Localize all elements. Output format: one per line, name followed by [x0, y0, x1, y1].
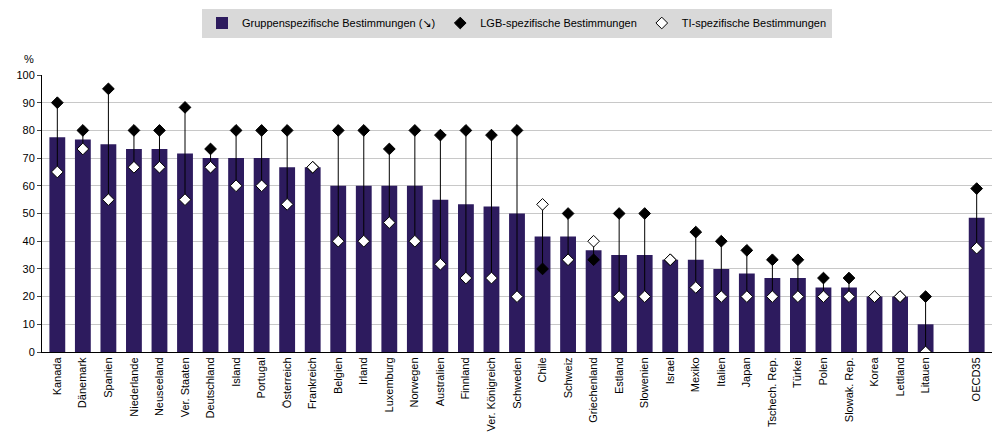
svg-text:Frankreich: Frankreich	[306, 357, 318, 409]
svg-text:Niederlande: Niederlande	[128, 357, 140, 416]
svg-text:TI-spezifische Bestimmungen: TI-spezifische Bestimmungen	[682, 17, 826, 29]
svg-text:20: 20	[23, 290, 35, 302]
svg-text:Island: Island	[230, 357, 242, 386]
svg-text:Japan: Japan	[740, 357, 752, 387]
svg-text:Norwegen: Norwegen	[408, 357, 420, 407]
svg-text:40: 40	[23, 235, 35, 247]
svg-text:80: 80	[23, 124, 35, 136]
svg-text:Ver. Staaten: Ver. Staaten	[179, 357, 191, 417]
svg-text:Deutschland: Deutschland	[204, 357, 216, 418]
svg-text:90: 90	[23, 97, 35, 109]
svg-text:Türkei: Türkei	[791, 357, 803, 388]
svg-text:Estland: Estland	[613, 357, 625, 394]
svg-text:Portugal: Portugal	[255, 357, 267, 398]
svg-text:Korea: Korea	[868, 357, 880, 387]
svg-text:Spanien: Spanien	[102, 357, 114, 397]
svg-text:Gruppenspezifische Bestimmunge: Gruppenspezifische Bestimmungen (↘)	[242, 17, 435, 29]
svg-text:Mexiko: Mexiko	[689, 357, 701, 392]
svg-text:Schweiz: Schweiz	[562, 357, 574, 398]
svg-text:Griechenland: Griechenland	[587, 357, 599, 422]
svg-text:Schweden: Schweden	[511, 357, 523, 408]
svg-text:10: 10	[23, 318, 35, 330]
svg-text:Litauen: Litauen	[919, 357, 931, 393]
svg-text:Chile: Chile	[536, 357, 548, 382]
svg-text:Dänemark: Dänemark	[76, 357, 88, 408]
svg-text:Israel: Israel	[664, 357, 676, 384]
svg-text:Österreich: Österreich	[281, 357, 293, 408]
svg-text:OECD35: OECD35	[970, 357, 982, 401]
svg-text:LGB-spezifische Bestimmungen: LGB-spezifische Bestimmungen	[480, 17, 637, 29]
svg-text:Polen: Polen	[817, 357, 829, 385]
svg-text:Finnland: Finnland	[459, 357, 471, 399]
svg-text:30: 30	[23, 263, 35, 275]
svg-text:Belgien: Belgien	[332, 357, 344, 394]
svg-text:70: 70	[23, 152, 35, 164]
svg-text:50: 50	[23, 207, 35, 219]
svg-text:Kanada: Kanada	[51, 357, 63, 396]
svg-text:Australien: Australien	[434, 357, 446, 406]
svg-text:Italien: Italien	[715, 357, 727, 386]
svg-text:Luxemburg: Luxemburg	[383, 357, 395, 412]
svg-text:Ver. Königreich: Ver. Königreich	[485, 357, 497, 431]
svg-text:Neuseeland: Neuseeland	[153, 357, 165, 416]
svg-text:Tschech. Rep.: Tschech. Rep.	[766, 357, 778, 427]
svg-text:Slowak. Rep.: Slowak. Rep.	[843, 357, 855, 422]
svg-text:Slowenien: Slowenien	[638, 357, 650, 408]
svg-text:%: %	[24, 53, 34, 65]
svg-text:100: 100	[16, 69, 34, 81]
svg-text:Irland: Irland	[357, 357, 369, 385]
svg-text:Lettland: Lettland	[894, 357, 906, 396]
svg-text:0: 0	[29, 346, 35, 358]
svg-text:60: 60	[23, 180, 35, 192]
